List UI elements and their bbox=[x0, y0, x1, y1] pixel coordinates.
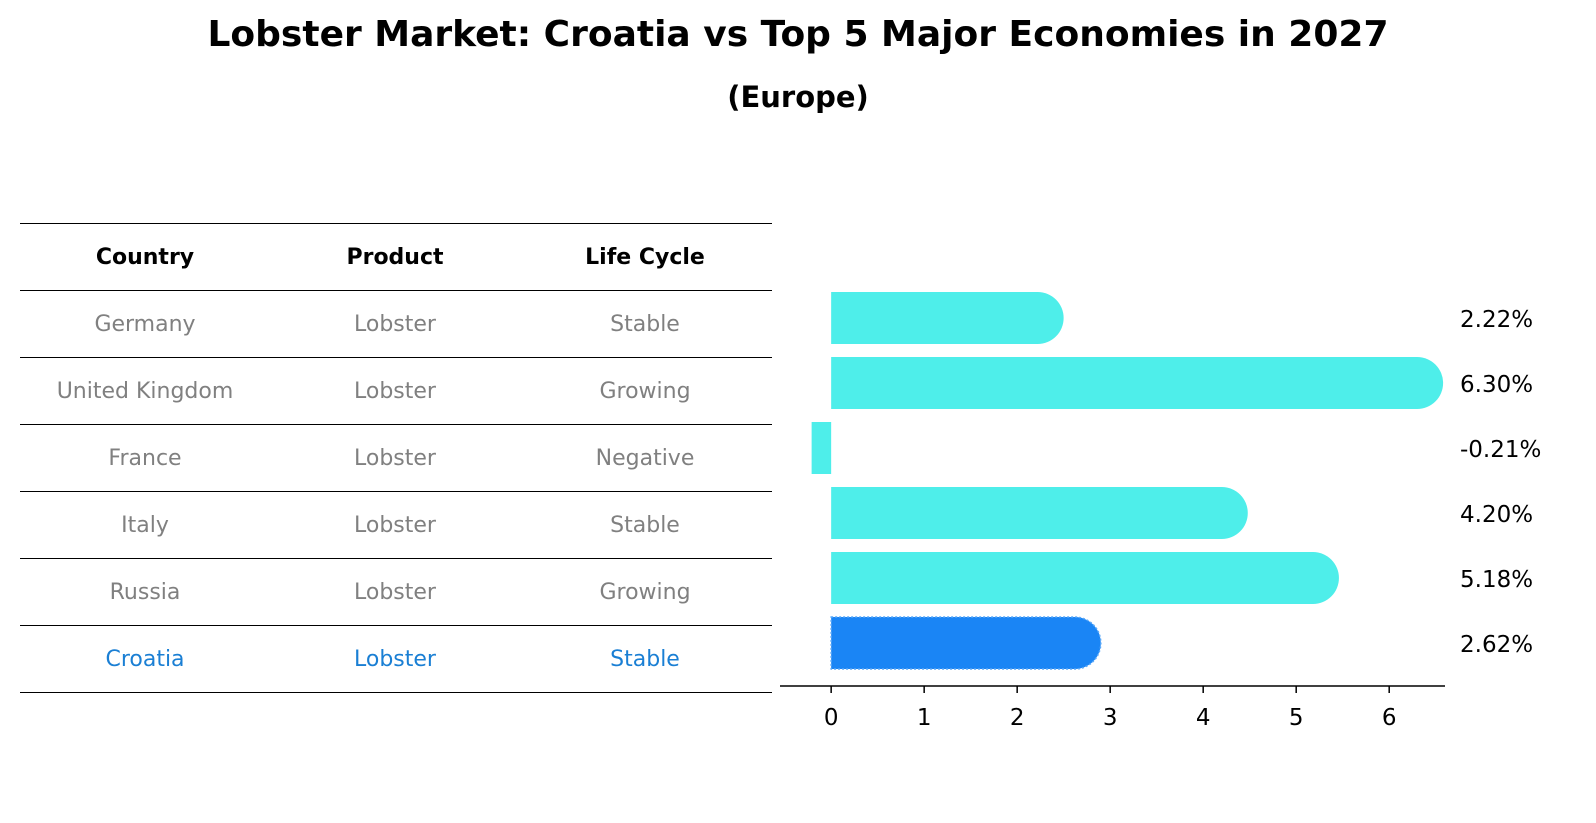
country-cell: Russia bbox=[109, 579, 181, 605]
x-tick-label: 4 bbox=[1196, 705, 1211, 731]
x-tick-label: 3 bbox=[1103, 705, 1118, 731]
bar-united-kingdom bbox=[831, 357, 1444, 409]
bar-value-label: 6.30% bbox=[1460, 372, 1533, 398]
product-cell: Lobster bbox=[354, 512, 436, 538]
table-row: Italy Lobster Stable bbox=[20, 491, 772, 558]
country-cell: Germany bbox=[94, 311, 196, 337]
country-cell: Italy bbox=[121, 512, 169, 538]
x-tick-label: 5 bbox=[1289, 705, 1304, 731]
chart-title: Lobster Market: Croatia vs Top 5 Major E… bbox=[207, 14, 1389, 55]
table-row: Germany Lobster Stable bbox=[20, 290, 772, 357]
product-cell: Lobster bbox=[354, 445, 436, 471]
bar-russia bbox=[831, 552, 1339, 604]
table-row: France Lobster Negative bbox=[20, 424, 772, 491]
bar-chart: 2.22% 6.30% -0.21% 4.20% 5.18% 2.62% 0 1 2 3 4 5 6 bbox=[780, 292, 1541, 731]
bar-value-label: 4.20% bbox=[1460, 502, 1533, 528]
column-header-country: Country bbox=[95, 244, 195, 270]
life-cycle-cell: Stable bbox=[610, 512, 680, 538]
bar-value-label: -0.21% bbox=[1460, 437, 1541, 463]
country-cell: Croatia bbox=[105, 646, 185, 672]
bar-value-label: 2.62% bbox=[1460, 632, 1533, 658]
life-cycle-cell: Growing bbox=[599, 579, 691, 605]
x-tick-label: 0 bbox=[824, 705, 839, 731]
x-tick-label: 2 bbox=[1010, 705, 1025, 731]
table-row: United Kingdom Lobster Growing bbox=[20, 357, 772, 424]
x-tick-label: 6 bbox=[1382, 705, 1397, 731]
life-cycle-cell: Growing bbox=[599, 378, 691, 404]
life-cycle-cell: Stable bbox=[610, 646, 680, 672]
market-table: Country Product Life Cycle Germany Lobst… bbox=[20, 223, 772, 693]
table-row: Russia Lobster Growing bbox=[20, 558, 772, 625]
bar-france bbox=[811, 422, 832, 474]
chart-subtitle: (Europe) bbox=[727, 80, 869, 114]
product-cell: Lobster bbox=[354, 378, 436, 404]
country-cell: France bbox=[108, 445, 182, 471]
column-header-product: Product bbox=[346, 244, 444, 270]
product-cell: Lobster bbox=[354, 311, 436, 337]
column-header-life-cycle: Life Cycle bbox=[585, 244, 705, 270]
table-row-highlighted: Croatia Lobster Stable bbox=[20, 625, 772, 693]
product-cell: Lobster bbox=[354, 579, 436, 605]
country-cell: United Kingdom bbox=[56, 378, 234, 404]
bar-croatia bbox=[830, 616, 1102, 670]
bar-germany bbox=[831, 292, 1064, 344]
bar-value-label: 2.22% bbox=[1460, 307, 1533, 333]
bar-value-label: 5.18% bbox=[1460, 567, 1533, 593]
bar-italy bbox=[831, 487, 1248, 539]
x-tick-label: 1 bbox=[917, 705, 932, 731]
table-header-row: Country Product Life Cycle bbox=[20, 223, 772, 290]
product-cell: Lobster bbox=[354, 646, 436, 672]
life-cycle-cell: Stable bbox=[610, 311, 680, 337]
life-cycle-cell: Negative bbox=[595, 445, 695, 471]
